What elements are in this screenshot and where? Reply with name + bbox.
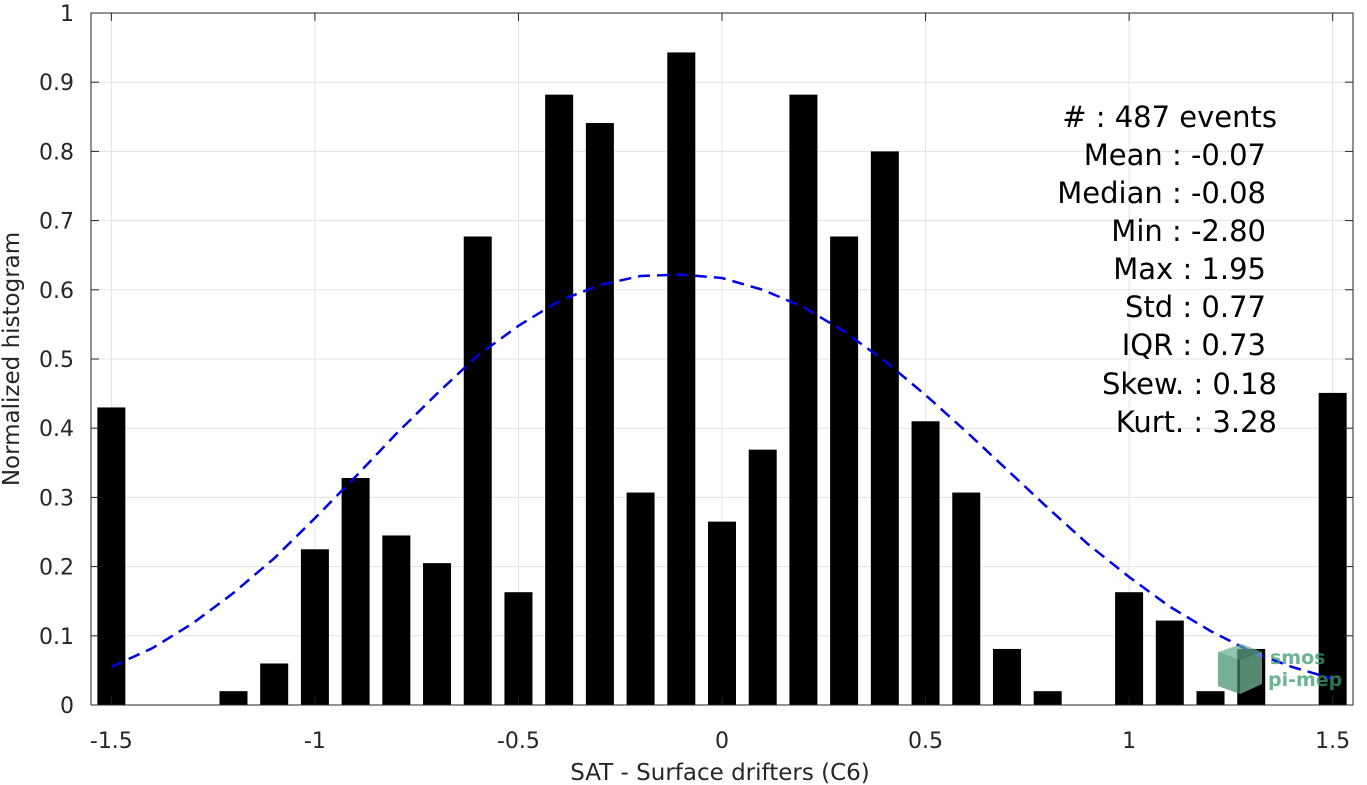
stats-min: Min : -2.80 bbox=[1111, 214, 1266, 248]
x-tick-label-2: -0.5 bbox=[497, 729, 540, 754]
bar-13 bbox=[626, 492, 655, 705]
bar-14 bbox=[667, 52, 696, 706]
bar-25 bbox=[1115, 592, 1144, 705]
logo-cube-icon bbox=[1218, 644, 1262, 694]
x-tick-label-1: -1 bbox=[304, 729, 326, 754]
x-axis-ticks: -1.5 -1 -0.5 0 0.5 1 1.5 bbox=[90, 13, 1350, 754]
y-tick-label-5: 0.5 bbox=[39, 348, 74, 373]
bar-15 bbox=[708, 521, 736, 705]
stats-panel: # : 487 events Mean : -0.07 Median : -0.… bbox=[1057, 100, 1277, 439]
bar-26 bbox=[1155, 620, 1184, 705]
y-tick-label-4: 0.4 bbox=[39, 417, 74, 442]
y-tick-label-1: 0.1 bbox=[39, 625, 74, 650]
x-tick-label-6: 1.5 bbox=[1315, 729, 1350, 754]
x-tick-label-3: 0 bbox=[715, 729, 729, 754]
y-axis-ticks: 0 0.1 0.2 0.3 0.4 0.5 0.6 0.7 0.8 0.9 1 bbox=[39, 2, 1353, 719]
bar-4 bbox=[260, 663, 289, 705]
y-tick-label-6: 0.6 bbox=[39, 279, 74, 304]
bar-7 bbox=[382, 535, 411, 705]
y-tick-label-9: 0.9 bbox=[39, 71, 74, 96]
bar-8 bbox=[423, 563, 452, 705]
bar-11 bbox=[545, 94, 574, 705]
bar-17 bbox=[789, 94, 818, 705]
y-tick-label-0: 0 bbox=[60, 694, 74, 719]
fit-curve-group bbox=[110, 273, 1333, 680]
x-axis-label: SAT - Surface drifters (C6) bbox=[570, 760, 870, 785]
y-axis-label: Normalized histogram bbox=[0, 232, 25, 486]
logo-text-smos: smos bbox=[1270, 647, 1325, 669]
bar-3 bbox=[219, 691, 248, 705]
stats-skew: Skew. : 0.18 bbox=[1102, 367, 1277, 401]
x-tick-label-5: 1 bbox=[1122, 729, 1136, 754]
stats-kurt: Kurt. : 3.28 bbox=[1116, 405, 1277, 439]
y-tick-label-10: 1 bbox=[60, 2, 74, 27]
stats-count: # : 487 events bbox=[1062, 100, 1277, 134]
bar-6 bbox=[341, 478, 370, 705]
y-tick-label-8: 0.8 bbox=[39, 140, 74, 165]
bar-29 bbox=[1318, 392, 1347, 705]
bar-18 bbox=[830, 236, 859, 706]
bar-9 bbox=[463, 236, 492, 706]
bar-19 bbox=[870, 151, 899, 705]
y-tick-label-7: 0.7 bbox=[39, 210, 74, 235]
logo-text-pimep: pi-mep bbox=[1268, 669, 1342, 691]
bar-16 bbox=[748, 449, 777, 705]
fit-curve bbox=[110, 273, 1333, 680]
stats-std: Std : 0.77 bbox=[1125, 290, 1266, 324]
x-tick-label-4: 0.5 bbox=[908, 729, 943, 754]
bar-0 bbox=[97, 407, 126, 705]
x-tick-label-0: -1.5 bbox=[90, 729, 133, 754]
bar-20 bbox=[911, 421, 940, 705]
bar-23 bbox=[1033, 691, 1062, 705]
bar-5 bbox=[300, 549, 329, 705]
stats-median: Median : -0.08 bbox=[1057, 176, 1266, 210]
bar-21 bbox=[952, 492, 981, 705]
stats-max: Max : 1.95 bbox=[1113, 252, 1266, 286]
y-tick-label-3: 0.3 bbox=[39, 486, 74, 511]
stats-mean: Mean : -0.07 bbox=[1084, 138, 1266, 172]
bar-10 bbox=[504, 592, 533, 705]
smos-pimep-logo: smos pi-mep bbox=[1218, 644, 1342, 694]
y-tick-label-2: 0.2 bbox=[39, 556, 74, 581]
bar-12 bbox=[585, 123, 614, 705]
histogram-bars bbox=[97, 52, 1347, 706]
stats-iqr: IQR : 0.73 bbox=[1122, 328, 1266, 362]
bar-22 bbox=[992, 648, 1021, 705]
bar-27 bbox=[1196, 691, 1225, 705]
